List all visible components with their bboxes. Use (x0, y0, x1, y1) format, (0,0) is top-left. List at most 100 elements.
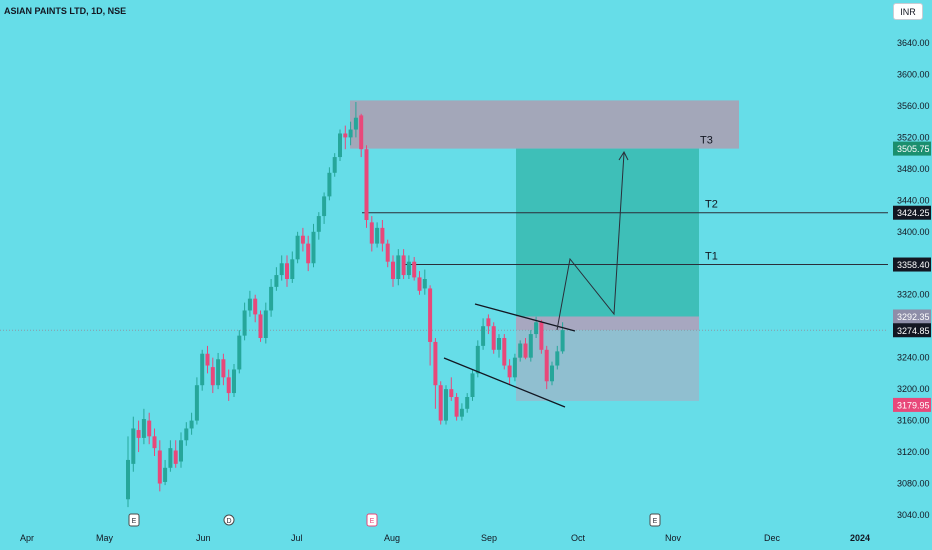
candle-body (232, 369, 236, 394)
y-tick-label: 3160.00 (897, 416, 930, 426)
candle-body (194, 385, 199, 421)
y-tick-label: 3560.00 (897, 101, 930, 111)
candle (316, 212, 321, 240)
candle-body (475, 345, 480, 374)
candle (459, 403, 464, 421)
candle-body (126, 459, 130, 500)
candle (216, 352, 221, 390)
candle (470, 369, 475, 401)
candle (364, 145, 369, 228)
candle (343, 125, 348, 150)
candle (338, 129, 342, 161)
event-marker[interactable]: E (128, 513, 140, 527)
candle (422, 269, 427, 295)
candle (274, 267, 279, 291)
candle-body (136, 430, 141, 438)
candle-body (295, 235, 300, 260)
event-marker-bg (128, 513, 140, 527)
candle-body (560, 330, 565, 352)
candle-body (544, 349, 549, 382)
candle (406, 255, 411, 279)
candle-body (179, 440, 183, 462)
candle-body (311, 231, 316, 264)
currency-selector[interactable]: INR (893, 3, 923, 20)
candle-body (290, 259, 295, 279)
candle-body (459, 408, 464, 417)
candle-body (348, 129, 353, 138)
candle (226, 369, 231, 401)
candle (449, 377, 454, 401)
candle-body (364, 149, 369, 220)
candle-body (343, 133, 348, 138)
y-tick-label: 3040.00 (897, 510, 930, 520)
candle (428, 285, 433, 366)
candle (210, 357, 215, 394)
candle-body (470, 373, 475, 397)
candle-body (481, 326, 486, 346)
candle (184, 422, 189, 446)
candle (173, 440, 178, 468)
candle (141, 408, 146, 445)
channel-top-line (474, 303, 576, 332)
candle-body (491, 326, 496, 350)
candle-body (417, 277, 422, 291)
candle (550, 361, 554, 386)
y-tick-label: 3120.00 (897, 447, 930, 457)
candle-body (147, 420, 152, 437)
candle-body (380, 227, 385, 244)
candle-body (168, 448, 173, 468)
candle (518, 340, 523, 362)
y-tick-label: 3320.00 (897, 290, 930, 300)
projection-arrow-head (618, 150, 629, 161)
candle (147, 412, 152, 445)
candle (232, 363, 236, 397)
y-tick-label: 3600.00 (897, 69, 930, 79)
candle-body (184, 428, 189, 441)
price-tag-entry-bg (893, 309, 931, 324)
candle-body (253, 298, 258, 315)
candle-body (555, 351, 560, 366)
event-marker[interactable]: D (223, 514, 235, 526)
candle-body (401, 255, 406, 276)
candle (491, 322, 496, 354)
y-tick-label: 3240.00 (897, 353, 930, 363)
event-marker-bg (649, 513, 661, 527)
x-axis-label: Apr (20, 533, 34, 543)
projection-path (556, 152, 625, 331)
candle (237, 330, 242, 374)
candle-body (237, 335, 242, 370)
candle (438, 381, 443, 425)
y-tick-label: 3200.00 (897, 384, 930, 394)
candle-body (189, 420, 194, 429)
price-tag-t2: 3424.25 (897, 208, 930, 218)
candle-body (359, 115, 364, 150)
y-tick-label: 3480.00 (897, 164, 930, 174)
x-axis-label: Sep (481, 533, 497, 543)
candle (385, 239, 390, 268)
candle (348, 121, 353, 146)
candle (221, 353, 226, 386)
candle-body (507, 365, 512, 378)
candle (327, 167, 332, 201)
candle-body (438, 385, 443, 421)
event-marker[interactable]: E (649, 513, 661, 527)
event-marker-label: E (653, 518, 658, 525)
candle (269, 279, 274, 317)
candle (279, 255, 284, 281)
candle-body (258, 314, 263, 338)
candle-body (338, 133, 342, 158)
event-marker[interactable]: E (366, 513, 378, 527)
candle (163, 459, 168, 486)
candle-body (316, 216, 321, 232)
candle-body (247, 298, 252, 311)
entry-zone (516, 316, 699, 331)
candle (258, 310, 263, 342)
candle (157, 440, 162, 492)
candle (136, 420, 141, 453)
candle-body (285, 263, 289, 279)
candle-body (444, 389, 448, 421)
y-tick-label: 3440.00 (897, 195, 930, 205)
candle (290, 251, 295, 283)
candle (322, 192, 327, 224)
